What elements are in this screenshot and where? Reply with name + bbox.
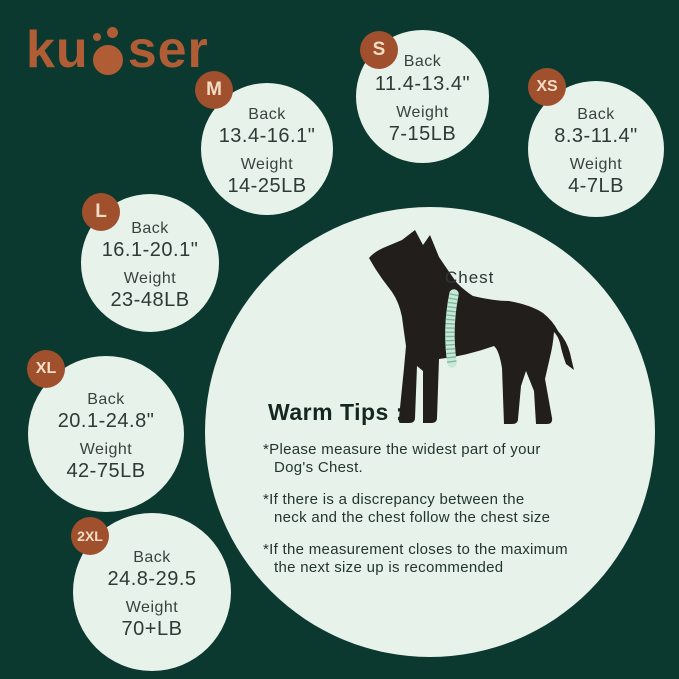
size-badge-m: M: [195, 71, 233, 109]
back-label: Back: [248, 105, 286, 123]
weight-label: Weight: [569, 156, 623, 173]
paw-icon: [90, 24, 127, 76]
size-circle-xl: Back 20.1-24.8" Weight 42-75LB: [28, 356, 184, 512]
weight-value: 42-75LB: [66, 460, 146, 483]
size-badge-xs: XS: [528, 68, 566, 106]
paw-toe-icon: [92, 33, 101, 41]
weight-value: 4-7LB: [568, 175, 624, 198]
weight-value: 23-48LB: [110, 289, 190, 312]
warm-tip-2: *If there is a discrepancy between the n…: [263, 491, 551, 526]
paw-toe-icon: [106, 27, 118, 38]
back-label: Back: [87, 390, 125, 408]
paw-pad-icon: [92, 45, 123, 75]
back-value: 20.1-24.8": [57, 410, 155, 432]
back-label: Back: [131, 219, 169, 237]
logo-text-suffix: ser: [127, 21, 209, 79]
weight-value: 70+LB: [121, 618, 183, 641]
weight-label: Weight: [396, 103, 449, 121]
measuring-tape-icon: [445, 289, 459, 368]
back-value: 16.1-20.1": [101, 239, 199, 261]
weight-label: Weight: [240, 156, 294, 173]
dog-silhouette: [369, 230, 574, 424]
weight-label: Weight: [79, 441, 133, 458]
weight-label: Weight: [123, 270, 177, 287]
back-value: 8.3-11.4": [554, 125, 638, 147]
size-circle-xs: Back 8.3-11.4" Weight 4-7LB: [528, 81, 664, 217]
back-value: 11.4-13.4": [374, 72, 471, 95]
warm-tips-section: Warm Tips : *Please measure the widest p…: [263, 399, 613, 591]
warm-tip-3: *If the measurement closes to the maximu…: [263, 541, 568, 576]
warm-tip-1: *Please measure the widest part of your …: [263, 441, 541, 476]
chest-label: Chest: [445, 268, 495, 287]
brand-logo: ku ser: [26, 14, 209, 76]
size-badge-l: L: [82, 193, 120, 231]
size-badge-2xl: 2XL: [71, 517, 109, 555]
logo-text-prefix: ku: [26, 21, 89, 79]
size-badge-s: S: [360, 31, 398, 69]
weight-value: 14-25LB: [227, 175, 307, 198]
weight-label: Weight: [125, 599, 179, 616]
back-label: Back: [133, 548, 171, 566]
weight-value: 7-15LB: [388, 122, 457, 145]
back-label: Back: [577, 105, 615, 123]
warm-tips-title: Warm Tips :: [268, 399, 404, 425]
size-badge-xl: XL: [27, 350, 65, 388]
back-value: 24.8-29.5: [107, 568, 197, 590]
back-label: Back: [403, 53, 442, 71]
back-value: 13.4-16.1": [218, 125, 316, 147]
